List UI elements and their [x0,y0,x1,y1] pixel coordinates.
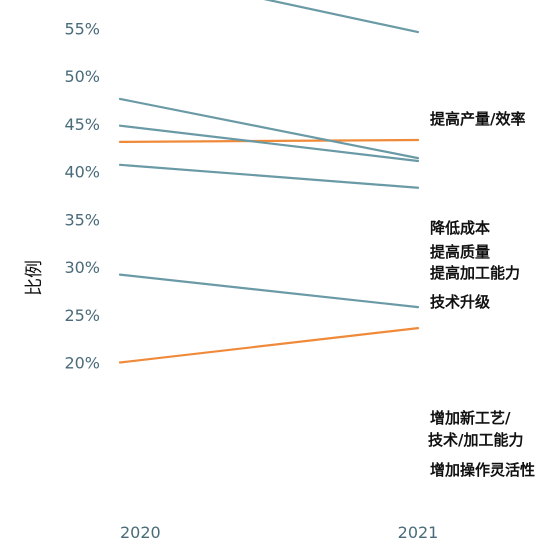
y-axis-label: 比例 [24,260,45,296]
x-tick-label: 2020 [120,523,161,542]
y-tick-label: 35% [64,210,100,229]
series-line [263,0,420,34]
series-label: 技术/加工能力 [428,431,523,449]
series-line [118,97,420,160]
y-tick-label: 45% [64,115,100,134]
series-label: 降低成本 [430,219,490,237]
series-label: 增加操作灵活性 [430,461,535,479]
series-line [118,138,420,143]
series-label: 提高质量 [430,243,490,261]
x-tick-label: 2021 [398,523,439,542]
series-line [118,327,420,364]
y-tick-label: 30% [64,258,100,277]
series-line [118,273,420,309]
series-label: 提高加工能力 [430,264,520,282]
y-tick-label: 50% [64,67,100,86]
y-tick-label: 55% [64,19,100,38]
series-label: 提高产量/效率 [430,110,525,128]
series-line [118,124,420,163]
series-line [118,163,420,189]
series-label: 增加新工艺/ [430,409,511,427]
y-tick-label: 20% [64,354,100,373]
series-label: 技术升级 [430,293,491,311]
y-tick-label: 40% [64,163,100,182]
y-tick-label: 25% [64,306,100,325]
